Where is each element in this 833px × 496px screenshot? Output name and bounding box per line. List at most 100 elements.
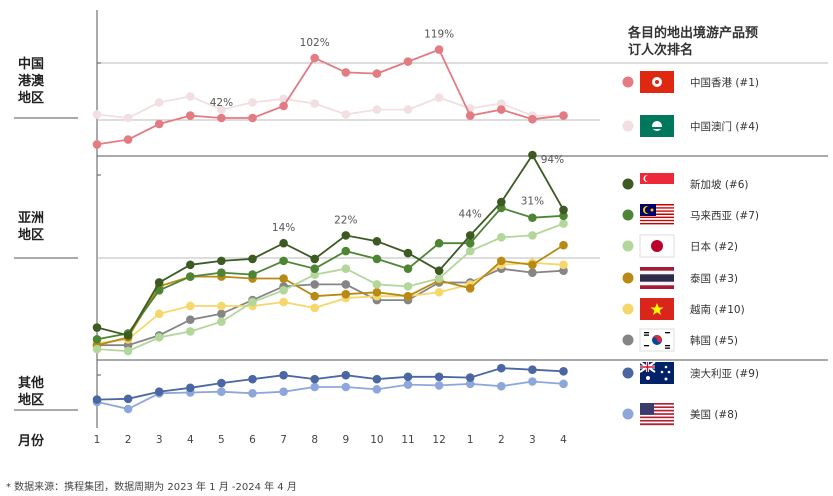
series-line bbox=[96, 95, 564, 119]
x-tick-label: 12 bbox=[432, 434, 445, 446]
data-point bbox=[279, 297, 288, 307]
legend-label: 中国香港 (#1) bbox=[690, 76, 759, 89]
data-point bbox=[217, 378, 226, 388]
series-sg bbox=[92, 150, 568, 340]
annotation-label: 102% bbox=[300, 37, 330, 49]
data-point bbox=[559, 111, 568, 120]
data-point bbox=[403, 264, 413, 274]
series-line bbox=[96, 367, 564, 401]
legend-label: 泰国 (#3) bbox=[690, 272, 738, 285]
data-point bbox=[434, 287, 444, 297]
data-point bbox=[434, 266, 444, 275]
legend-item: 韩国 (#5) bbox=[622, 328, 738, 352]
x-tick-label: 2 bbox=[498, 434, 505, 446]
x-tick-label: 3 bbox=[156, 434, 163, 446]
legend-item: 中国香港 (#1) bbox=[622, 71, 759, 93]
x-tick-label: 1 bbox=[467, 434, 474, 446]
x-tick-label: 4 bbox=[187, 434, 194, 446]
data-point bbox=[154, 285, 164, 295]
data-point bbox=[279, 274, 288, 283]
data-point bbox=[528, 268, 537, 277]
x-tick-label: 6 bbox=[249, 434, 256, 446]
data-point bbox=[279, 370, 288, 380]
annotations: 42% 102% 119% 14% 22% 44% 94% 31% bbox=[210, 29, 564, 235]
annotation-label: 44% bbox=[459, 208, 482, 220]
series-line bbox=[96, 206, 564, 341]
data-point bbox=[559, 379, 568, 389]
data-point bbox=[434, 381, 444, 390]
x-tick-label: 11 bbox=[401, 434, 414, 446]
data-point bbox=[279, 238, 288, 248]
data-point bbox=[310, 280, 320, 289]
x-tick-label: 1 bbox=[94, 434, 101, 446]
data-point bbox=[559, 240, 568, 250]
data-point bbox=[217, 301, 226, 311]
data-point bbox=[528, 377, 537, 386]
legend-title: 各目的地出境游产品预 订人次排名 bbox=[627, 25, 763, 58]
data-point bbox=[434, 238, 444, 248]
data-point bbox=[559, 266, 568, 275]
data-point bbox=[248, 254, 257, 264]
data-point bbox=[528, 114, 537, 124]
legend-item: 日本 (#2) bbox=[622, 234, 738, 258]
legend-marker bbox=[622, 178, 634, 190]
gridlines bbox=[97, 62, 828, 259]
data-point bbox=[372, 280, 382, 289]
data-point bbox=[403, 105, 413, 114]
data-point bbox=[123, 331, 133, 340]
data-point bbox=[403, 57, 413, 66]
x-tick-label: 7 bbox=[280, 434, 287, 446]
data-point bbox=[310, 264, 320, 274]
data-point bbox=[154, 333, 164, 342]
vn-flag-icon bbox=[640, 298, 674, 320]
data-point bbox=[434, 93, 444, 102]
x-tick-label: 8 bbox=[311, 434, 318, 446]
series-mo bbox=[92, 92, 568, 123]
region-label-line: 地区 bbox=[18, 392, 44, 408]
legend-marker bbox=[622, 303, 634, 315]
data-point bbox=[154, 278, 164, 287]
data-point bbox=[497, 99, 506, 108]
hk-flag-icon bbox=[640, 71, 674, 93]
region-label-line: 地区 bbox=[18, 227, 44, 243]
annotation-label: 94% bbox=[541, 154, 564, 166]
data-point bbox=[123, 135, 133, 144]
region-label-line: 港澳 bbox=[18, 73, 45, 89]
data-point bbox=[497, 105, 506, 114]
data-point bbox=[372, 69, 382, 78]
data-point bbox=[372, 374, 382, 384]
data-point bbox=[310, 99, 320, 108]
legend-label: 美国 (#8) bbox=[690, 408, 738, 421]
data-point bbox=[528, 150, 537, 160]
data-point bbox=[559, 211, 568, 221]
data-point bbox=[497, 256, 506, 266]
data-point bbox=[465, 246, 475, 256]
series-line bbox=[96, 48, 564, 146]
data-point bbox=[123, 346, 133, 356]
series-line bbox=[96, 222, 564, 353]
data-point bbox=[372, 385, 382, 394]
data-point bbox=[465, 373, 475, 382]
data-point bbox=[186, 272, 195, 281]
data-point bbox=[154, 119, 164, 129]
x-tick-label: 10 bbox=[370, 434, 383, 446]
data-point bbox=[341, 264, 351, 274]
legend-marker bbox=[622, 240, 634, 252]
data-point bbox=[217, 387, 226, 397]
x-tick-label: 5 bbox=[218, 434, 225, 446]
data-point bbox=[186, 111, 195, 120]
data-point bbox=[217, 105, 226, 114]
legend-label: 韩国 (#5) bbox=[690, 334, 738, 347]
x-tick-label: 2 bbox=[125, 434, 132, 446]
data-point bbox=[528, 260, 537, 270]
legend-item: 泰国 (#3) bbox=[622, 267, 738, 289]
legend-item: 中国澳门 (#4) bbox=[622, 115, 759, 137]
x-axis-ticks: 1 2 3 4 5 6 7 8 9 10 11 12 1 2 3 4 bbox=[94, 434, 568, 446]
series-layer bbox=[92, 45, 568, 414]
series-my bbox=[92, 203, 568, 344]
annotation-label: 42% bbox=[210, 97, 233, 109]
data-point bbox=[123, 113, 133, 123]
data-point bbox=[372, 254, 382, 264]
data-point bbox=[123, 394, 133, 404]
